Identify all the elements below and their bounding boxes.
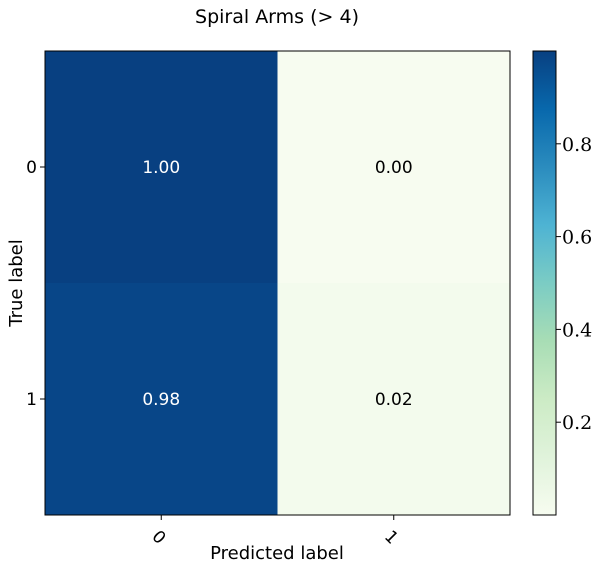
colorbar-tick-label: 0.4 <box>562 319 592 341</box>
colorbar-tick-label: 0.2 <box>562 412 592 434</box>
y-axis-label: True label <box>6 239 27 328</box>
x-tick-label: 1 <box>380 527 402 549</box>
chart-title: Spiral Arms (> 4) <box>195 6 359 28</box>
cell-value-label: 0.00 <box>375 158 413 178</box>
y-tick-label: 1 <box>26 390 37 410</box>
x-tick-label: 0 <box>148 527 170 549</box>
colorbar-tick-label: 0.6 <box>562 227 592 249</box>
cell-value-label: 0.98 <box>142 390 180 410</box>
colorbar-ticks: 0.2 0.4 0.6 0.8 <box>556 134 592 434</box>
y-axis-ticks: 01 <box>26 158 45 410</box>
cell-value-label: 0.02 <box>375 390 413 410</box>
cell-value-label: 1.00 <box>142 158 180 178</box>
heatmap-cells <box>45 51 510 515</box>
y-tick-label: 0 <box>26 158 37 178</box>
colorbar <box>533 51 556 515</box>
x-axis-label: Predicted label <box>210 543 344 564</box>
colorbar-tick-label: 0.8 <box>562 134 592 156</box>
